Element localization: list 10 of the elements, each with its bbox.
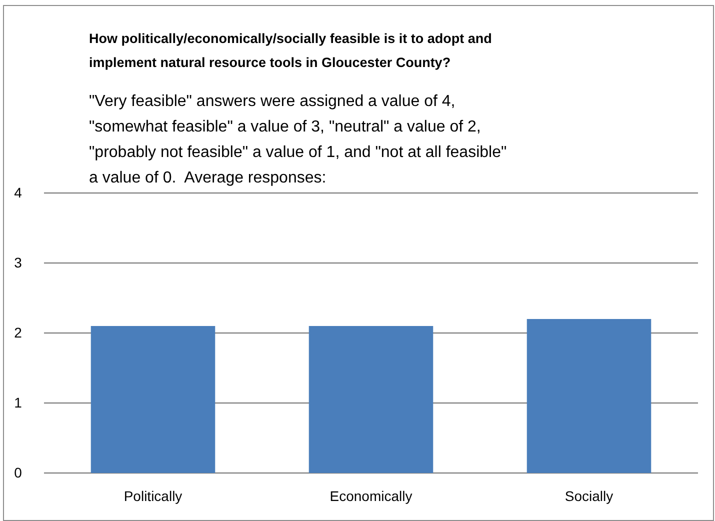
y-tick-label: 1	[14, 394, 22, 410]
y-tick-label: 2	[14, 324, 22, 340]
chart-title: How politically/economically/socially feasible is it to adopt and implement natural resource tools in Gloucester County?	[89, 31, 492, 70]
y-tick-label: 4	[14, 184, 22, 200]
x-tick-label: Socially	[564, 488, 614, 504]
x-tick-label: Economically	[330, 488, 412, 504]
y-tick-label: 0	[14, 464, 22, 480]
x-tick-label: Politically	[124, 488, 182, 504]
chart-subtitle: "Very feasible" answers were assigned a value of 4, "somewhat feasible" a value of 3, "neutral" a value of 2, "probably not feasible" a value of 1, and "not at all feasible" a value of 0. Average responses:	[89, 93, 507, 186]
y-tick-label: 3	[14, 254, 22, 270]
